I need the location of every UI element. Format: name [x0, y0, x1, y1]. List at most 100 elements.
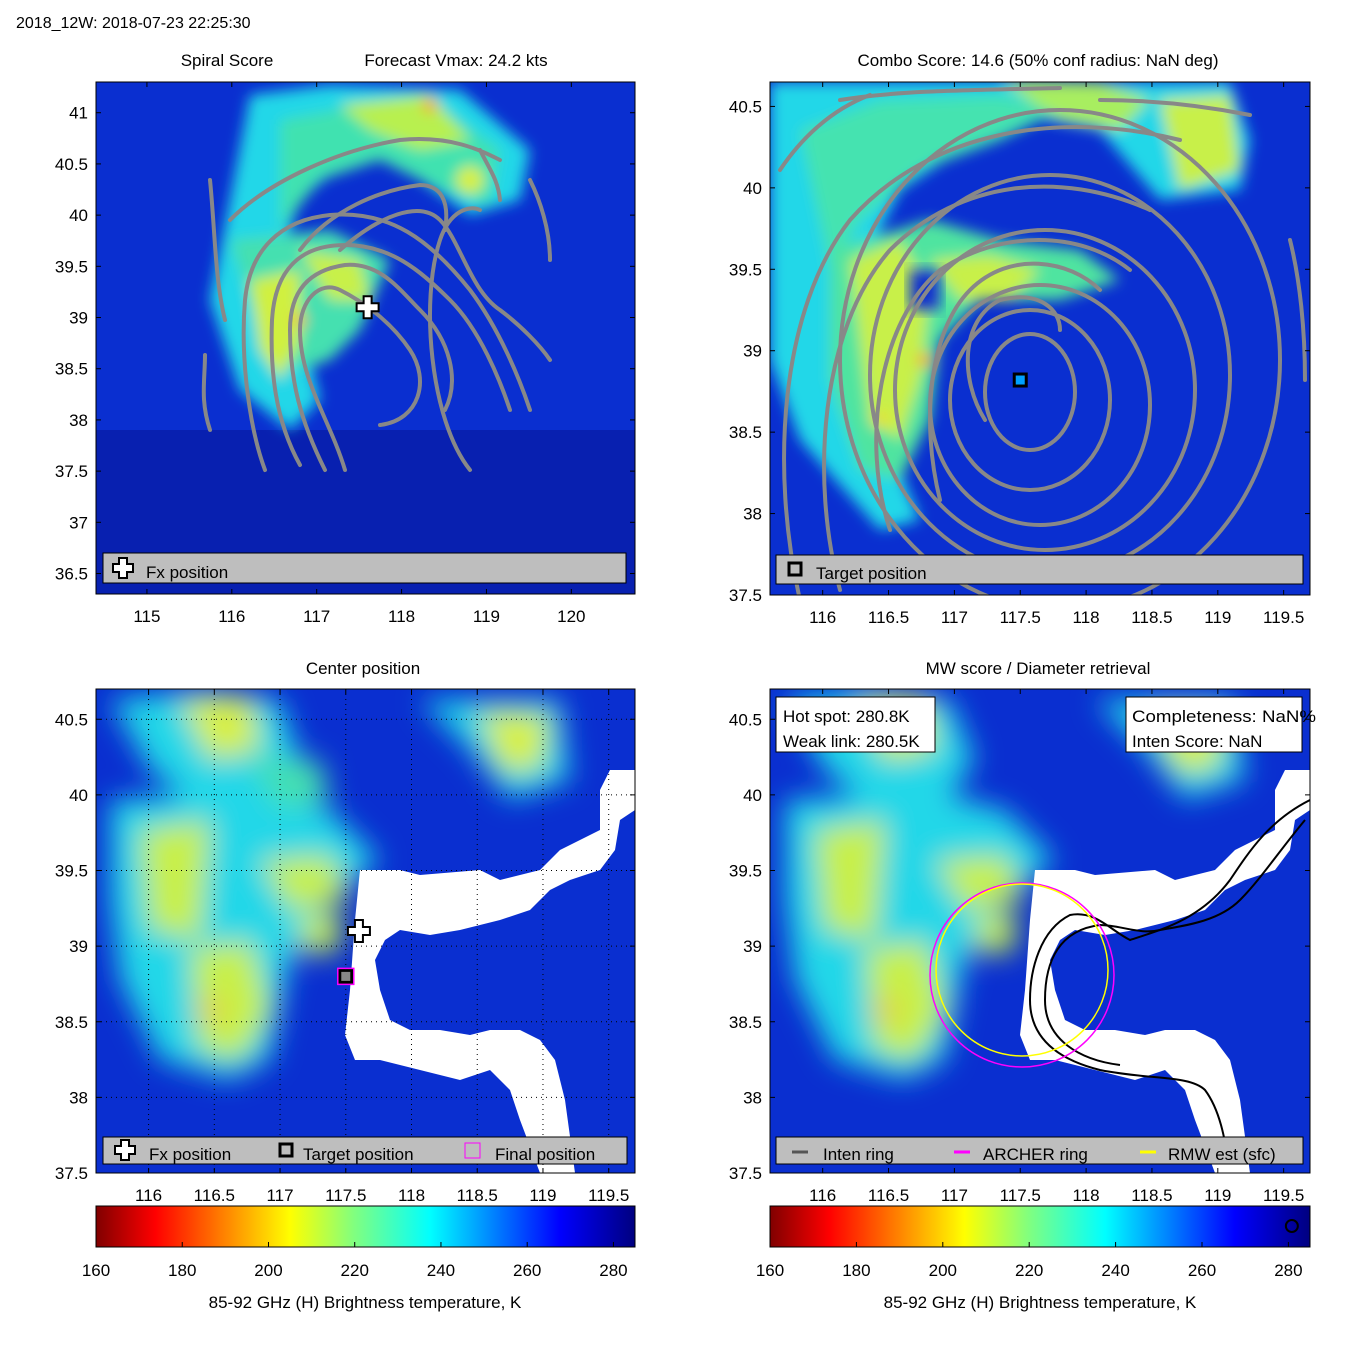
rmw-ring [935, 883, 1109, 1057]
y-tick-label: 37.5 [55, 1164, 88, 1183]
x-tick-label: 115 [133, 607, 160, 626]
y-tick-label: 40 [743, 786, 762, 805]
mw-panel: MW score / Diameter retrieval [729, 659, 1316, 1312]
colorbar-tick-label: 280 [599, 1261, 627, 1280]
mw-colorbar [769, 1205, 1311, 1248]
center-grid [96, 689, 635, 1173]
mw-axes-frame [769, 688, 1311, 1174]
x-tick-label: 118.5 [1131, 1186, 1172, 1205]
x-tick-label: 117.5 [325, 1186, 366, 1205]
colorbar-tick-label: 160 [756, 1261, 784, 1280]
center-brightness-field [110, 690, 570, 1080]
colorbar-tick-label: 160 [82, 1261, 110, 1280]
x-tick-label: 120 [557, 607, 585, 626]
target-position-icon [278, 1142, 294, 1158]
colorbar-tick-label: 240 [427, 1261, 455, 1280]
colorbar-tick-label: 180 [842, 1261, 870, 1280]
y-tick-label: 40.5 [729, 97, 762, 116]
mw-rings [929, 799, 1310, 1161]
x-tick-label: 117.5 [1000, 1186, 1041, 1205]
figure-title: 2018_12W: 2018-07-23 22:25:30 [16, 15, 251, 32]
combo-legend-label: Target position [816, 564, 927, 583]
mw-legend-archer: ARCHER ring [983, 1145, 1088, 1164]
x-tick-label: 118.5 [457, 1186, 498, 1205]
center-title: Center position [306, 659, 420, 678]
center-panel: Center position [55, 659, 636, 1312]
combo-ticks: 116 116.5 117 117.5 118 118.5 119 119.5 37.5 38 38… [729, 82, 1310, 627]
x-tick-label: 116.5 [194, 1186, 235, 1205]
x-tick-label: 119 [1204, 1186, 1231, 1205]
combo-target-marker [1012, 372, 1028, 388]
x-tick-label: 119.5 [1263, 608, 1304, 627]
x-tick-label: 117 [941, 1186, 968, 1205]
weak-link-label: Weak link: 280.5K [783, 732, 920, 751]
center-plot-area [96, 689, 635, 1173]
spiral-title: Spiral Score [181, 51, 274, 70]
x-tick-label: 119 [529, 1186, 556, 1205]
spiral-vmax-title: Forecast Vmax: 24.2 kts [364, 51, 547, 70]
y-tick-label: 41 [69, 104, 88, 123]
x-tick-label: 116 [218, 607, 245, 626]
center-ticks: 116 116.5 117 117.5 118 118.5 119 119.5 37.5 38 38… [55, 689, 635, 1205]
mw-info-right: Completeness: NaN% Inten Score: NaN [1125, 696, 1316, 753]
mw-plot-area [770, 689, 1310, 1173]
x-tick-label: 118 [1073, 608, 1100, 627]
y-tick-label: 40.5 [55, 710, 88, 729]
completeness-label: Completeness: NaN% [1132, 707, 1316, 726]
y-tick-label: 38 [743, 505, 762, 524]
y-tick-label: 39.5 [55, 862, 88, 881]
center-legend-target: Target position [303, 1145, 414, 1164]
y-tick-label: 38 [743, 1088, 762, 1107]
colorbar-tick-label: 280 [1274, 1261, 1302, 1280]
colorbar-tick-label: 200 [254, 1261, 282, 1280]
mw-legend: Inten ring ARCHER ring RMW est (sfc) [775, 1136, 1304, 1165]
spiral-legend-box [102, 552, 627, 584]
fx-position-icon [112, 557, 134, 579]
x-tick-label: 118.5 [1131, 608, 1172, 627]
x-tick-label: 119 [473, 607, 500, 626]
mw-title: MW score / Diameter retrieval [926, 659, 1151, 678]
mw-info-left-box [775, 696, 936, 753]
y-tick-label: 39 [743, 937, 762, 956]
y-tick-label: 40 [69, 206, 88, 225]
combo-legend: Target position [775, 554, 1304, 585]
y-tick-label: 40 [69, 786, 88, 805]
x-tick-label: 116.5 [868, 608, 909, 627]
colorbar-tick-label: 260 [513, 1261, 541, 1280]
x-tick-label: 117 [941, 608, 968, 627]
target-position-icon [787, 561, 803, 577]
center-missing-data-mask [345, 770, 635, 1173]
y-tick-label: 39.5 [729, 260, 762, 279]
colorbar-tick-label: 260 [1188, 1261, 1216, 1280]
x-tick-label: 116.5 [868, 1186, 909, 1205]
combo-plot-area [770, 82, 1310, 595]
x-tick-label: 116 [809, 608, 836, 627]
mw-colorbar-label: 85-92 GHz (H) Brightness temperature, K [884, 1293, 1197, 1312]
y-tick-label: 38.5 [55, 1013, 88, 1032]
y-tick-label: 39.5 [55, 257, 88, 276]
y-tick-label: 38.5 [729, 423, 762, 442]
final-position-icon [464, 1142, 481, 1159]
spiral-legend: Fx position [102, 552, 627, 584]
y-tick-label: 40.5 [55, 155, 88, 174]
colorbar-tick-label: 180 [168, 1261, 196, 1280]
x-tick-label: 117.5 [1000, 608, 1041, 627]
spiral-fx-marker [355, 295, 380, 320]
combo-title: Combo Score: 14.6 (50% conf radius: NaN … [858, 51, 1219, 70]
mw-legend-box [775, 1136, 1304, 1165]
spiral-ticks: 115 116 117 118 119 120 36.5 37 37.5 38 38.5 39 39.5… [55, 82, 635, 626]
y-tick-label: 36.5 [55, 565, 88, 584]
spiral-legend-label: Fx position [146, 563, 228, 582]
spiral-panel: Spiral Score Forecast Vmax: 24.2 kts [55, 51, 636, 626]
x-tick-label: 117 [303, 607, 330, 626]
y-tick-label: 39.5 [729, 862, 762, 881]
y-tick-label: 40.5 [729, 710, 762, 729]
center-colorbar [95, 1205, 636, 1248]
y-tick-label: 39 [69, 937, 88, 956]
mw-missing-data-mask [1020, 770, 1310, 1173]
center-legend-fx: Fx position [149, 1145, 231, 1164]
inten-score-label: Inten Score: NaN [1132, 732, 1262, 751]
x-tick-label: 116 [809, 1186, 836, 1205]
y-tick-label: 37.5 [729, 1164, 762, 1183]
